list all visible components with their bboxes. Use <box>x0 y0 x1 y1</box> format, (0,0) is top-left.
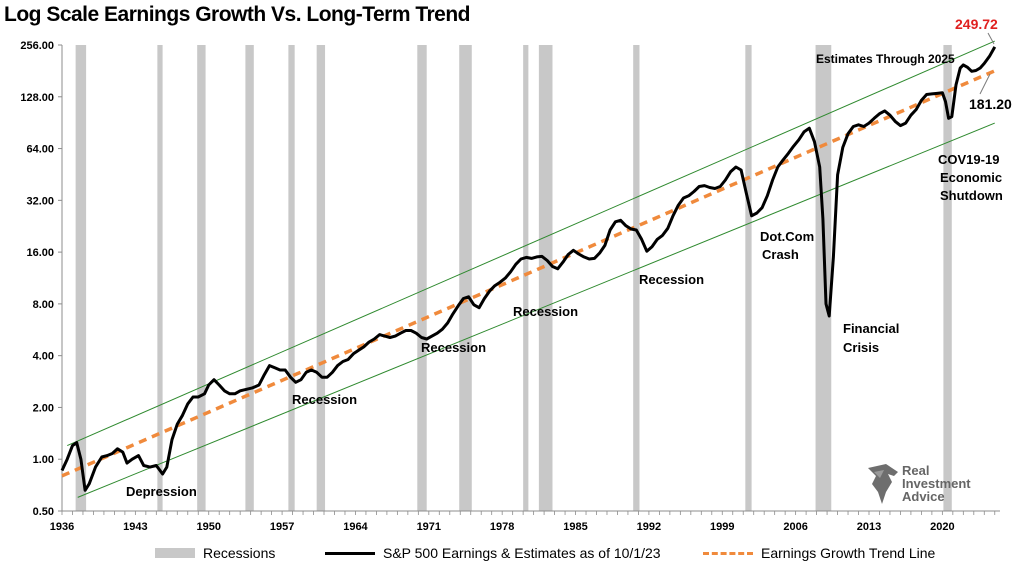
eagle-icon <box>868 464 898 504</box>
x-tick-label: 2020 <box>930 521 954 533</box>
recession-label-1: Recession <box>292 392 357 407</box>
legend-label-trend: Earnings Growth Trend Line <box>761 545 936 561</box>
y-tick-label: 0.50 <box>33 506 54 518</box>
y-tick-label: 256.00 <box>20 40 54 52</box>
logo-line-3: Advice <box>902 489 945 504</box>
recession-band-12 <box>815 45 832 511</box>
earnings-line <box>60 46 997 492</box>
peak-value-leader <box>987 32 995 45</box>
y-tick-label: 8.00 <box>33 299 54 311</box>
x-tick-label: 1985 <box>563 521 587 533</box>
recession-band-2 <box>197 45 206 511</box>
logo-line-2: Investment <box>902 476 971 491</box>
recession-band-1 <box>157 45 163 511</box>
legend-item-earnings: S&P 500 Earnings & Estimates as of 10/1/… <box>325 545 661 561</box>
channel-line-1 <box>77 122 995 498</box>
trend-value-label: 181.20 <box>969 96 1012 112</box>
y-tick-label: 64.00 <box>26 144 54 156</box>
trend-line-group <box>61 69 996 478</box>
y-tick-label: 16.00 <box>26 247 54 259</box>
legend-swatch-recessions <box>155 548 195 558</box>
x-tick-label: 1992 <box>637 521 661 533</box>
financial-crisis-label-1: Financial <box>843 321 899 336</box>
legend-label-earnings: S&P 500 Earnings & Estimates as of 10/1/… <box>383 545 661 561</box>
chart-title: Log Scale Earnings Growth Vs. Long-Term … <box>4 3 471 26</box>
covid-label-1: COV19-19 <box>938 152 999 167</box>
recession-label-3: Recession <box>513 304 578 319</box>
earnings-line-group <box>60 46 997 492</box>
x-tick-label: 1936 <box>50 521 74 533</box>
recession-band-7 <box>459 45 472 511</box>
recession-band-3 <box>245 45 254 511</box>
recession-band-11 <box>745 45 752 511</box>
x-tick-label: 1950 <box>196 521 220 533</box>
x-tick-label: 2006 <box>783 521 807 533</box>
x-tick-label: 1978 <box>490 521 514 533</box>
legend-swatch-earnings <box>325 551 375 555</box>
legend-swatch-trend <box>703 551 753 555</box>
recession-label-2: Recession <box>421 340 486 355</box>
dotcom-label-2: Crash <box>762 247 799 262</box>
recession-band-6 <box>417 45 427 511</box>
recession-band-8 <box>523 45 529 511</box>
depression-label: Depression <box>126 484 197 499</box>
x-tick-label: 1943 <box>123 521 147 533</box>
recession-bands <box>75 45 952 511</box>
legend-item-recessions: Recessions <box>155 545 275 561</box>
recession-band-5 <box>316 45 326 511</box>
peak-value-label: 249.72 <box>955 16 998 32</box>
x-tick-label: 2013 <box>857 521 881 533</box>
y-tick-label: 128.00 <box>20 92 54 104</box>
y-tick-label: 1.00 <box>33 454 54 466</box>
axes <box>58 44 1000 515</box>
legend-item-trend: Earnings Growth Trend Line <box>703 545 935 561</box>
legend: Recessions S&P 500 Earnings & Estimates … <box>0 545 1024 567</box>
x-tick-label: 1957 <box>270 521 294 533</box>
recession-band-10 <box>633 45 640 511</box>
channel-line-0 <box>67 40 995 447</box>
covid-label-3: Shutdown <box>940 188 1003 203</box>
x-tick-label: 1999 <box>710 521 734 533</box>
recession-band-0 <box>75 45 87 511</box>
estimates-label: Estimates Through 2025 <box>816 52 955 66</box>
y-tick-label: 4.00 <box>33 351 54 363</box>
y-tick-label: 2.00 <box>33 402 54 414</box>
covid-label-2: Economic <box>940 170 1002 185</box>
channel-lines <box>67 40 995 498</box>
financial-crisis-label-2: Crisis <box>843 340 879 355</box>
logo: Real Investment Advice <box>866 462 996 506</box>
recession-band-13 <box>943 45 952 511</box>
x-tick-label: 1971 <box>417 521 441 533</box>
trend-line <box>61 69 996 478</box>
recession-band-4 <box>288 45 295 511</box>
log-earnings-chart: 256.00 128.00 64.00 32.00 16.00 8.00 4.00 2.00 1… <box>20 16 1012 533</box>
x-tick-label: 1964 <box>343 521 368 533</box>
recession-band-9 <box>538 45 553 511</box>
logo-line-1: Real <box>902 463 930 478</box>
recession-label-4: Recession <box>639 272 704 287</box>
dotcom-label-1: Dot.Com <box>760 229 814 244</box>
tick-labels: 256.00 128.00 64.00 32.00 16.00 8.00 4.00 2.00 1… <box>20 40 954 533</box>
y-tick-label: 32.00 <box>26 195 54 207</box>
trend-value-leader <box>979 73 991 95</box>
legend-label-recessions: Recessions <box>203 545 276 561</box>
